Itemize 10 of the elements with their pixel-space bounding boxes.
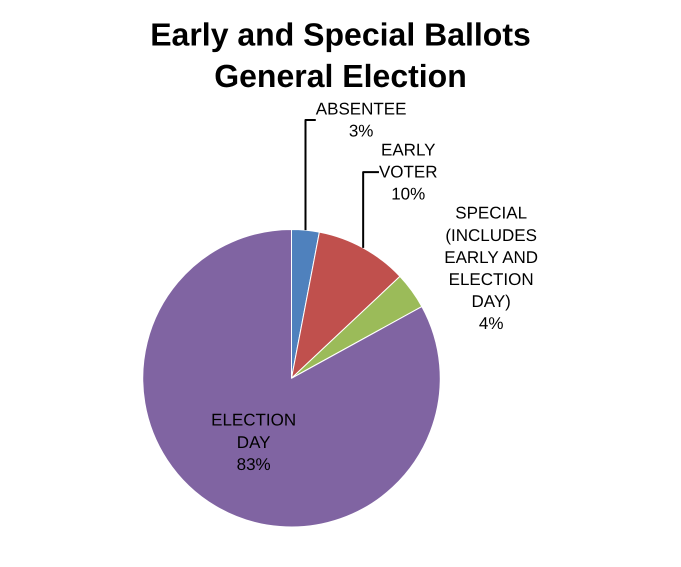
data-label: 83% xyxy=(236,454,271,474)
slice-label: ELECTION DAY xyxy=(211,410,296,452)
slice-label: EARLY VOTER xyxy=(378,140,438,182)
data-label: 4% xyxy=(478,314,504,334)
pie-slice xyxy=(142,229,441,528)
data-label: 3% xyxy=(348,121,374,140)
slice-label: SPECIAL (INCLUDES EARLY AND ELECTION DAY) xyxy=(444,204,538,312)
slice-label: ABSENTEE xyxy=(316,99,406,118)
data-label: 10% xyxy=(391,184,426,204)
chart-title: Early and Special Ballots General Election xyxy=(150,16,531,94)
